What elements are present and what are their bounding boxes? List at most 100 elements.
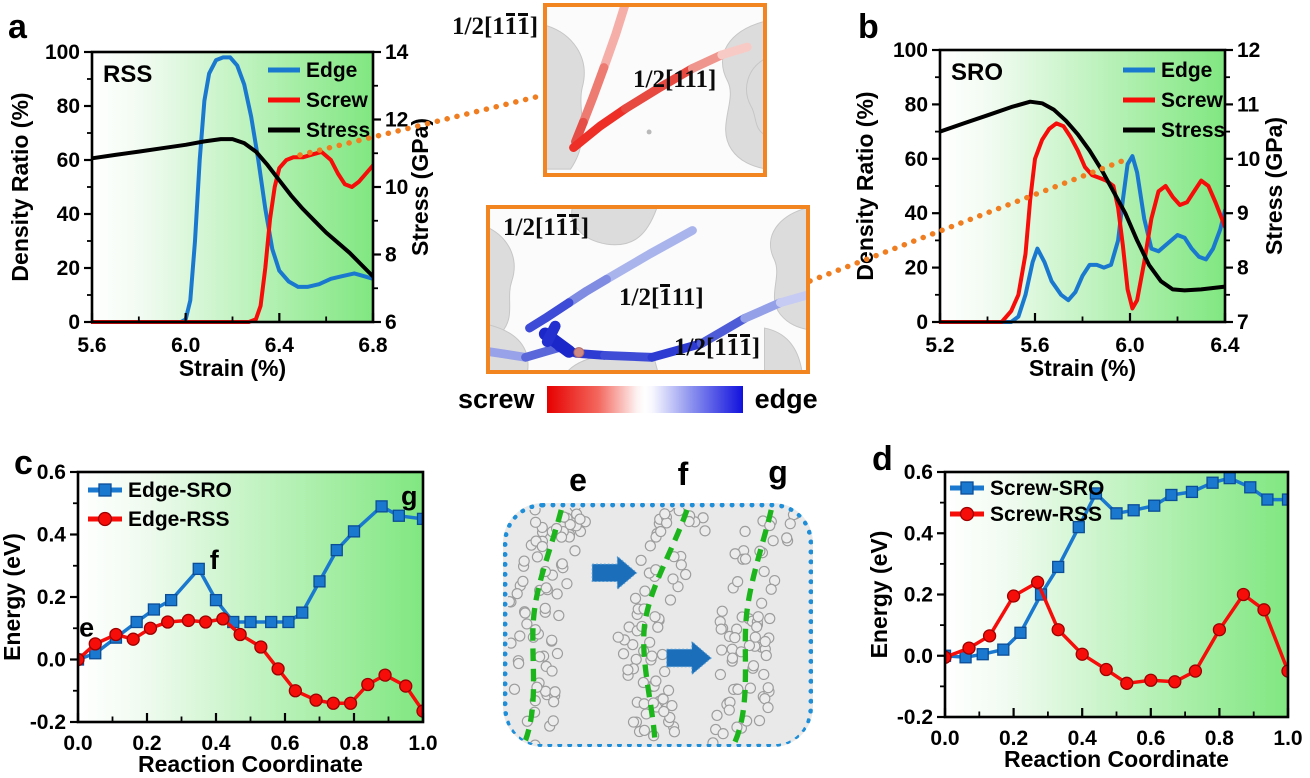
svg-text:Edge-SRO: Edge-SRO [128,479,232,502]
svg-text:5.6: 5.6 [77,334,106,357]
svg-text:10: 10 [1237,148,1260,171]
svg-text:6.4: 6.4 [265,334,295,357]
svg-text:RSS: RSS [103,61,152,88]
svg-text:100: 100 [45,41,80,64]
svg-text:Energy (eV): Energy (eV) [0,533,25,661]
svg-text:Reaction Coordinate: Reaction Coordinate [1004,746,1229,772]
burgers-vector-label: 1/2[111] [633,66,717,93]
svg-text:12: 12 [385,109,408,132]
svg-text:0: 0 [916,311,928,334]
burgers-vector-label: 1/2[111] [503,214,590,241]
svg-text:0.4: 0.4 [201,732,231,755]
svg-text:-0.2: -0.2 [897,706,933,729]
svg-text:Screw-RSS: Screw-RSS [990,503,1102,526]
chart-panel-b-sro: 5.2 5.6 6.0 6.4 0 20 40 60 80 100 7 8 9 10 11 12 Strain … [852,39,1287,381]
sro-glide-render [508,508,808,745]
svg-text:0.4: 0.4 [1068,727,1098,750]
svg-text:8: 8 [1237,257,1249,280]
svg-text:5.2: 5.2 [925,334,954,357]
screw-snapshot-render [547,7,763,170]
svg-text:f: f [210,545,220,575]
svg-text:60: 60 [57,149,80,172]
svg-text:14: 14 [385,41,409,64]
burgers-vector-label: 1/2[111] [619,284,704,311]
svg-text:6.0: 6.0 [171,334,200,357]
svg-text:Stress: Stress [306,119,370,142]
svg-text:0: 0 [68,311,80,334]
svg-text:7: 7 [1237,311,1249,334]
svg-text:6.8: 6.8 [358,334,388,357]
svg-text:Edge-RSS: Edge-RSS [128,508,230,531]
chart-panel-c-edge-energy: 0.0 0.2 0.4 0.6 0.8 1.0-0.20.00.20.40.6Reacti… [0,461,438,777]
svg-text:9: 9 [1237,202,1249,225]
svg-text:60: 60 [905,148,928,171]
svg-text:0.0: 0.0 [37,649,66,672]
svg-text:Stress: Stress [1161,119,1225,142]
svg-text:-0.2: -0.2 [30,711,66,734]
svg-text:5.6: 5.6 [1020,334,1049,357]
svg-text:Strain (%): Strain (%) [179,355,286,381]
svg-text:0.4: 0.4 [904,522,934,545]
svg-text:Density Ratio (%): Density Ratio (%) [7,92,33,281]
svg-text:0.2: 0.2 [37,586,66,609]
screw-dislocation-snapshot [543,3,767,177]
colorbar-screw-label: screw [458,384,535,414]
svg-text:12: 12 [1237,39,1260,62]
svg-text:Stress (GPa): Stress (GPa) [407,118,433,256]
panel-label-c: c [14,444,33,482]
svg-text:0.8: 0.8 [339,732,369,755]
svg-text:0.0: 0.0 [930,727,959,750]
svg-text:6.4: 6.4 [1210,334,1240,357]
chart-panel-a-rss: 5.6 6.0 6.4 6.8 0 20 40 60 80 100 6 8 10 12 14 Strain (… [7,41,433,381]
snapshot-label-f: f [677,456,689,492]
svg-text:Strain (%): Strain (%) [1029,355,1136,381]
svg-text:80: 80 [57,95,80,118]
svg-text:Reaction Coordinate: Reaction Coordinate [138,751,363,777]
svg-text:20: 20 [57,257,80,280]
svg-text:0.4: 0.4 [37,524,67,547]
svg-text:0.2: 0.2 [999,727,1028,750]
dislocation-character-colorbar: screw edge [458,386,818,413]
svg-text:1.0: 1.0 [1273,727,1302,750]
burgers-vector-label: 1/2[111] [674,334,761,361]
colorbar-edge-label: edge [754,384,818,414]
panel-label-a: a [8,8,27,46]
colorbar-gradient [546,386,743,413]
svg-text:Screw: Screw [1161,89,1224,112]
panel-label-b: b [858,8,879,46]
svg-text:SRO: SRO [951,59,1003,86]
edge-dislocation-snapshot [486,205,810,374]
svg-text:0.8: 0.8 [1205,727,1235,750]
svg-text:e: e [79,612,94,642]
svg-text:0.0: 0.0 [63,732,92,755]
svg-text:1.0: 1.0 [408,732,437,755]
svg-text:Energy (eV): Energy (eV) [866,531,892,659]
edge-snapshot-render [490,209,806,370]
svg-text:6.0: 6.0 [1115,334,1144,357]
sro-glide-snapshot [503,503,813,747]
svg-text:Screw-SRO: Screw-SRO [990,477,1104,500]
svg-text:10: 10 [385,176,408,199]
svg-text:Screw: Screw [306,89,369,112]
svg-text:g: g [401,481,418,511]
svg-text:Edge: Edge [306,59,357,82]
svg-text:0.0: 0.0 [904,645,933,668]
snapshot-label-g: g [768,454,788,490]
chart-panel-d-screw-energy: 0.0 0.2 0.4 0.6 0.8 1.0-0.20.00.20.40.6Reacti… [866,461,1303,772]
svg-text:Stress (GPa): Stress (GPa) [1261,117,1287,255]
svg-text:0.6: 0.6 [37,461,66,484]
svg-text:0.2: 0.2 [132,732,161,755]
svg-text:Density Ratio (%): Density Ratio (%) [852,91,878,280]
svg-text:40: 40 [905,202,928,225]
svg-text:80: 80 [905,93,928,116]
svg-text:Edge: Edge [1161,59,1212,82]
svg-text:0.6: 0.6 [1136,727,1165,750]
svg-text:0.6: 0.6 [270,732,299,755]
svg-text:11: 11 [1237,93,1260,116]
snapshot-label-e: e [569,462,587,498]
svg-text:20: 20 [905,257,928,280]
svg-text:6: 6 [385,311,397,334]
svg-text:0.6: 0.6 [904,461,933,484]
svg-text:0.2: 0.2 [904,584,933,607]
